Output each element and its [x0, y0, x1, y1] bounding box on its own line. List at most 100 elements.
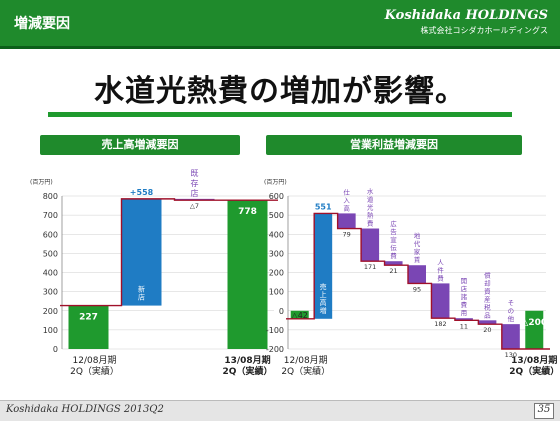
x-category-label: 13/08月期 — [224, 354, 270, 366]
bar-name-char: 熱 — [367, 211, 374, 220]
headline-underline — [48, 112, 512, 117]
x-category-label: 2Q（実績） — [509, 365, 558, 377]
bar-name-char: 用 — [461, 309, 468, 317]
bar-5 — [384, 261, 403, 266]
x-category-label: 2Q（実績） — [223, 365, 273, 377]
bar-value-label: 95 — [413, 285, 421, 293]
bar-name-char: 却 — [484, 278, 491, 287]
bar-value-label: 778 — [238, 207, 257, 217]
bar-name-char: 諸 — [461, 292, 468, 301]
y-tick-label: 400 — [269, 230, 284, 239]
company-logo: Koshidaka HOLDINGS 株式会社コシダカホールディングス — [385, 8, 548, 36]
bar-name-char: 既 — [191, 169, 199, 178]
y-tick-label: 400 — [43, 269, 58, 278]
bar-name-char: 宣 — [390, 235, 397, 244]
x-category-label: 12/08月期 — [73, 355, 117, 366]
x-category-label: 13/08月期 — [511, 354, 557, 366]
y-tick-label: 500 — [43, 249, 58, 258]
bar-name-char: 売 — [320, 282, 327, 291]
bar-6 — [408, 265, 426, 284]
bar-name-char: 告 — [390, 227, 397, 236]
bar-value-label: 227 — [79, 313, 98, 323]
bar-name-char: 地 — [414, 231, 421, 240]
bar-value-label: 130 — [505, 351, 517, 359]
bar-name-char: 人 — [437, 258, 444, 266]
y-tick-label: 100 — [269, 288, 284, 297]
bar-name-char: 光 — [367, 203, 374, 212]
bar-name-char: 広 — [390, 219, 397, 228]
bar-11 — [525, 310, 544, 349]
bar-name-char: そ — [508, 299, 515, 307]
bar-value-label: △200 — [521, 318, 547, 328]
panel-title-profit: 営業利益増減要因 — [266, 135, 522, 155]
bar-name-char: 開 — [461, 277, 468, 285]
y-tick-label: -100 — [266, 326, 284, 335]
bar-name-char: 増 — [320, 306, 327, 315]
header-bar: 増減要因 Koshidaka HOLDINGS 株式会社コシダカホールディングス — [0, 0, 560, 46]
bar-name-char: 賃 — [414, 255, 421, 264]
bar-name-char: 家 — [414, 247, 421, 256]
bar-name-char: 店 — [138, 293, 145, 302]
bar-name-char: 高 — [320, 298, 327, 307]
y-tick-label: 200 — [269, 269, 284, 278]
bar-1 — [290, 310, 309, 319]
bar-name-char: 産 — [484, 294, 491, 303]
connector-line — [60, 198, 278, 307]
bar-8 — [454, 318, 473, 321]
bar-value-label: 21 — [389, 267, 397, 275]
bar-2 — [314, 213, 333, 319]
y-axis-unit: (百万円) — [30, 179, 53, 186]
y-tick-label: -200 — [266, 345, 284, 354]
bar-name-char: 償 — [484, 270, 491, 279]
bar-name-char: 高 — [343, 203, 350, 212]
bar-name-char: 税 — [484, 302, 491, 311]
bar-value-label: △7 — [190, 202, 199, 210]
bar-value-label: 79 — [342, 231, 350, 239]
bar-name-char: 費 — [390, 251, 397, 260]
bar-9 — [478, 320, 497, 325]
footer-brand: Koshidaka HOLDINGS 2013Q2 — [6, 404, 164, 415]
profit-waterfall-chart: (百万円) -200 -100 0 100 200 300 400 500 600 △42 551 売上… — [264, 179, 558, 377]
bar-value-label: 11 — [460, 322, 468, 330]
bar-value-label: 551 — [315, 202, 332, 211]
bar-name-char: 伝 — [390, 243, 397, 252]
y-tick-label: 600 — [43, 230, 58, 239]
y-tick-label: 600 — [269, 192, 284, 201]
bar-name-char: 道 — [367, 195, 374, 204]
bar-value-label: △42 — [292, 311, 308, 320]
y-tick-label: 300 — [269, 249, 284, 258]
bar-7 — [431, 283, 450, 319]
bar-name-char: 資 — [484, 286, 491, 295]
x-category-label: 12/08月期 — [284, 355, 328, 366]
section-title: 増減要因 — [14, 16, 70, 32]
y-tick-label: 700 — [43, 211, 58, 220]
bar-4 — [227, 200, 268, 349]
bar-name-char: 存 — [191, 178, 199, 188]
bar-name-char: 店 — [191, 188, 199, 198]
bar-name-char: 入 — [343, 196, 350, 204]
y-tick-label: 0 — [53, 345, 58, 354]
bar-name-char: 水 — [367, 187, 374, 196]
bar-name-char: の — [508, 307, 515, 315]
bar-value-label: 20 — [483, 326, 491, 334]
bar-3 — [337, 213, 356, 229]
bar-name-char: 費 — [437, 273, 444, 282]
sales-waterfall-chart: (百万円)0100200300400500600700800227+558新店△… — [30, 169, 278, 377]
connector-line — [286, 212, 550, 350]
bar-name-char: 新 — [138, 285, 145, 294]
x-category-label: 2Q（実績） — [70, 365, 119, 377]
y-tick-label: 300 — [43, 288, 58, 297]
y-tick-label: 0 — [279, 307, 284, 316]
header-divider — [0, 46, 560, 49]
bar-value-label: 182 — [434, 320, 446, 328]
y-tick-label: 200 — [43, 307, 58, 316]
y-tick-label: 800 — [43, 192, 58, 201]
bar-name-char: 費 — [367, 219, 374, 228]
bar-name-char: 上 — [320, 290, 327, 299]
y-tick-label: 500 — [269, 211, 284, 220]
bar-name-char: 費 — [461, 300, 468, 309]
bar-value-label: +558 — [130, 188, 154, 197]
bar-4 — [361, 228, 380, 262]
page-number: 35 — [534, 403, 554, 419]
bar-name-char: 代 — [414, 239, 421, 248]
